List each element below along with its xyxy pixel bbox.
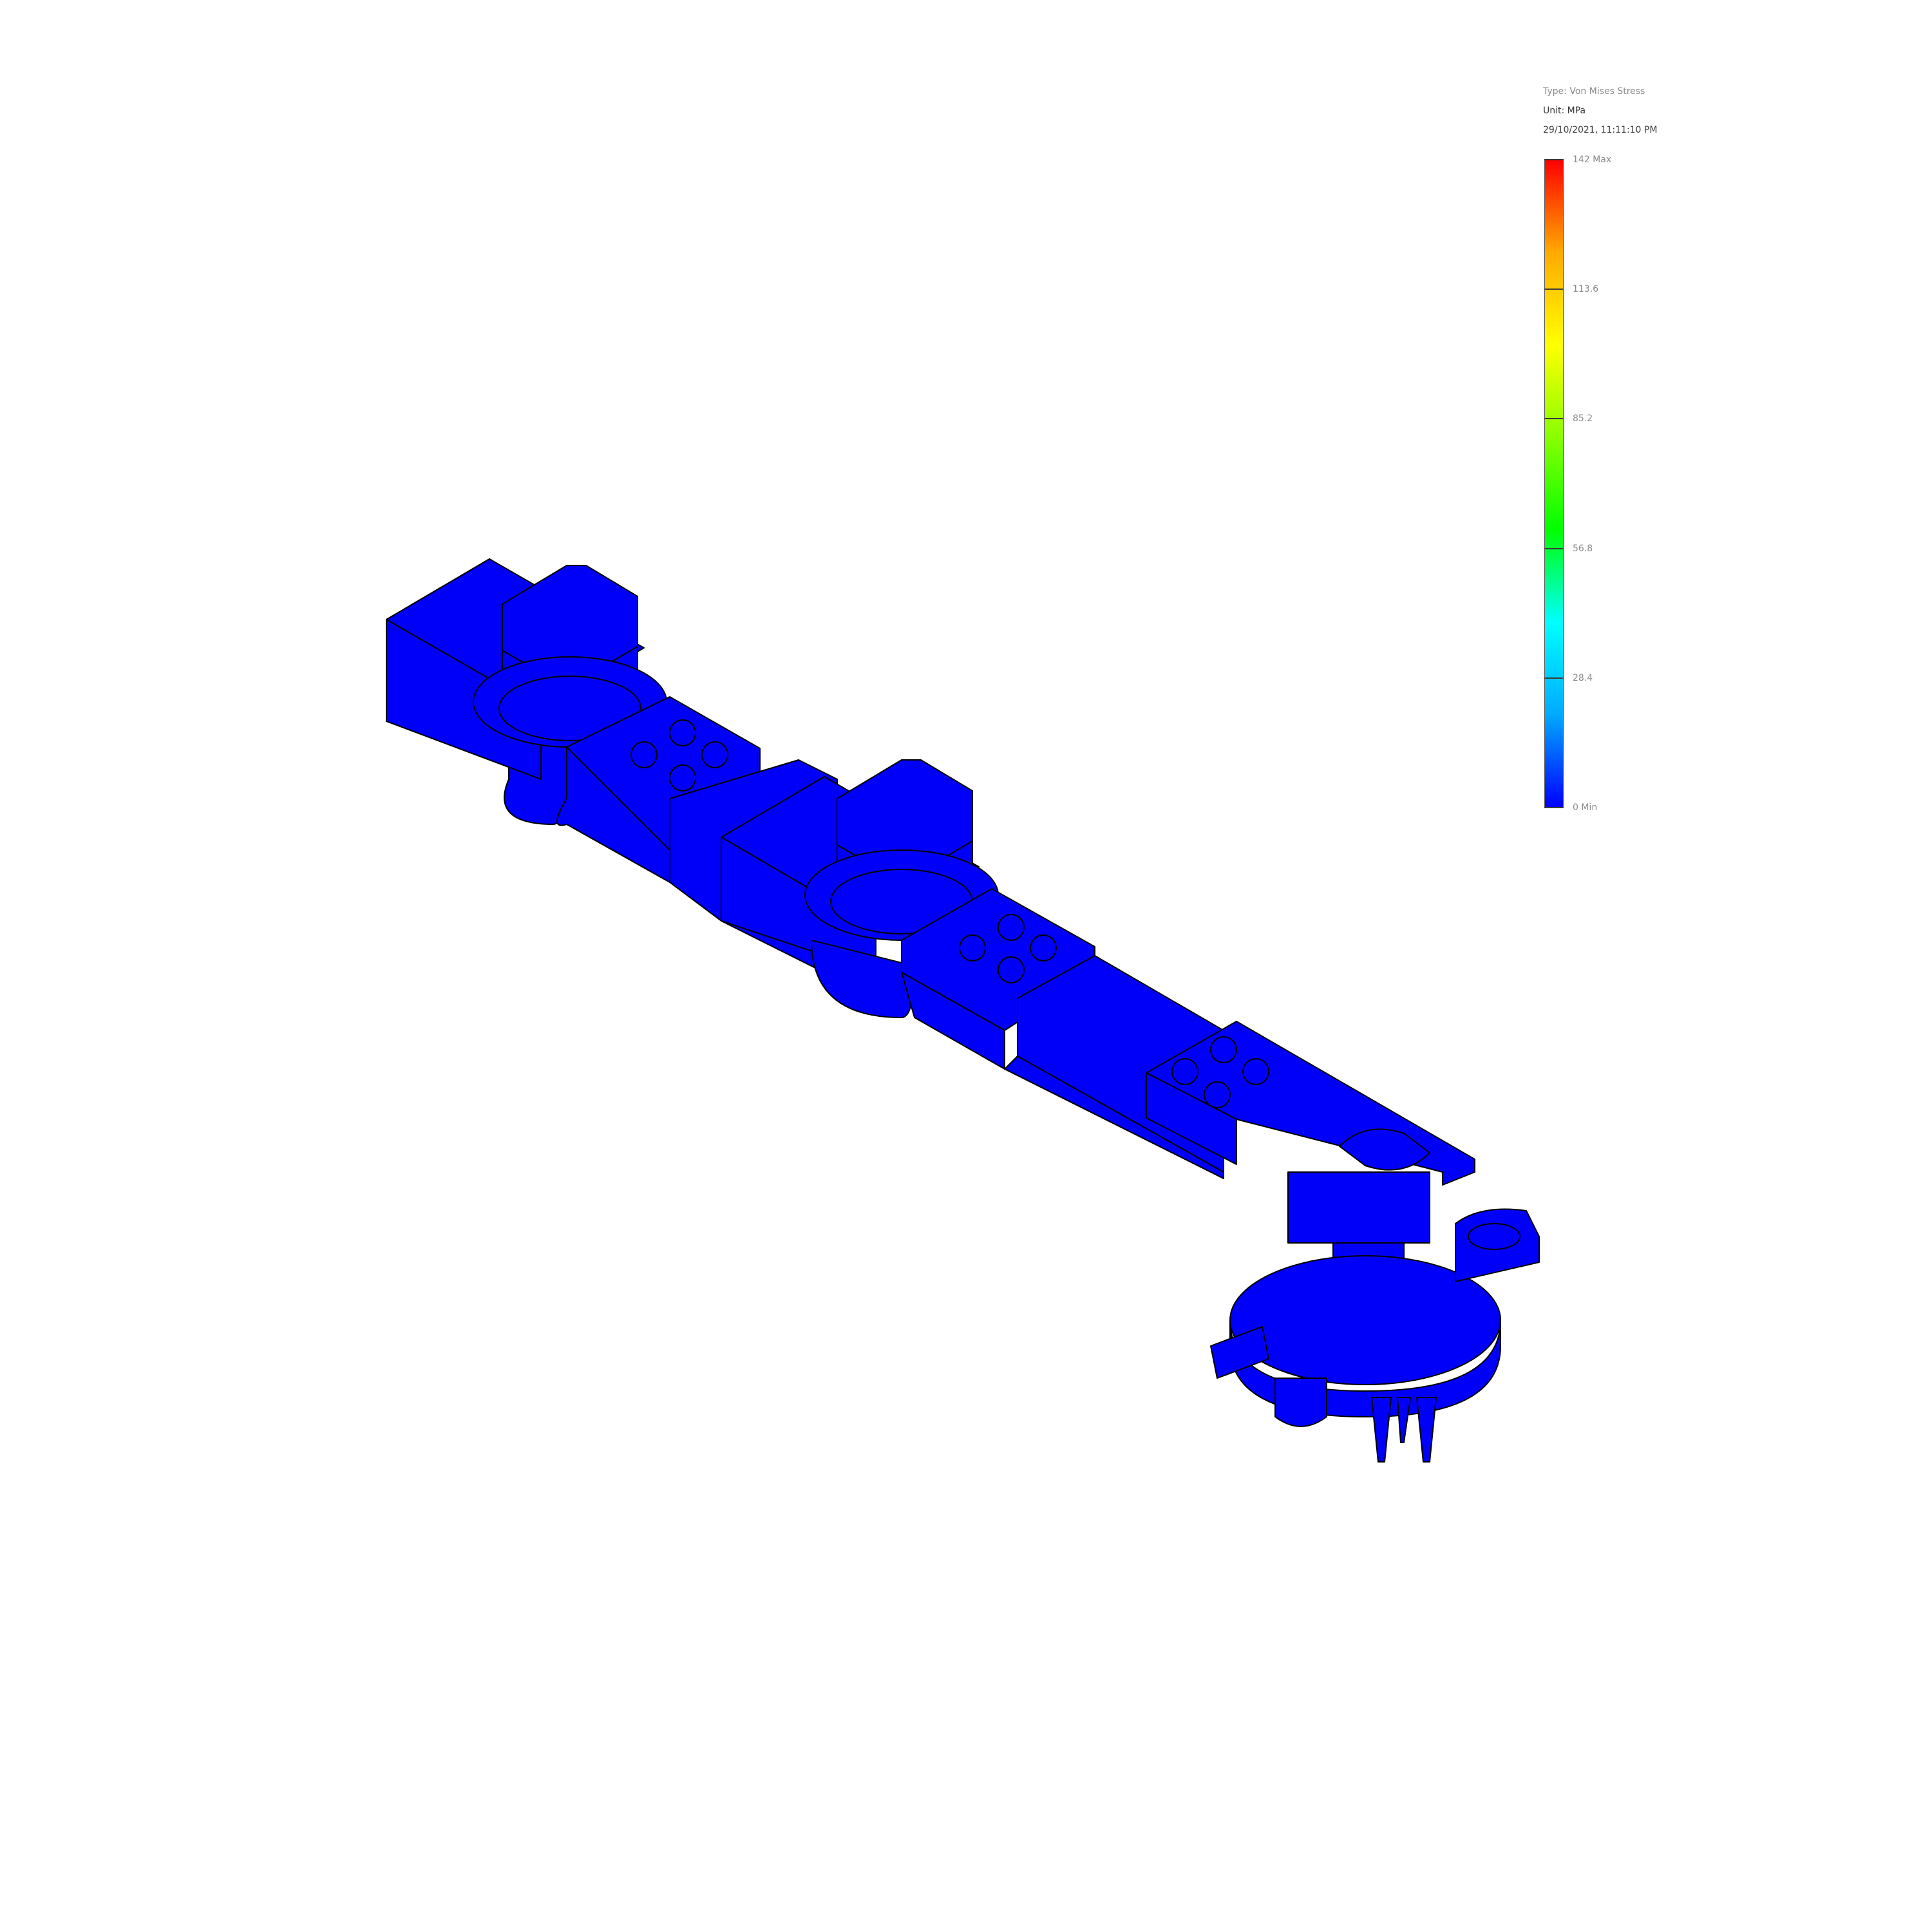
effector-leg — [1416, 1397, 1437, 1463]
colorbar-tick-line — [1544, 807, 1564, 808]
colorbar-tick-label: 0 Min — [1573, 802, 1598, 813]
plate-hole — [1242, 1058, 1269, 1085]
plate-hole — [1210, 1036, 1237, 1063]
plate-slot — [1339, 1128, 1430, 1171]
colorbar-tick-line — [1544, 418, 1564, 420]
link-2-hole — [998, 914, 1025, 941]
stress-colorbar — [1544, 160, 1564, 808]
effector-mount — [1287, 1171, 1430, 1244]
arm-link-1-end — [556, 746, 670, 883]
effector-leg — [1397, 1397, 1411, 1443]
legend-unit-label: Unit: MPa — [1543, 106, 1586, 116]
colorbar-tick-line — [1544, 289, 1564, 290]
colorbar-tick-label: 85.2 — [1573, 413, 1593, 424]
link-1-hole — [701, 741, 728, 768]
effector-side-arm — [1210, 1326, 1269, 1379]
colorbar-tick-label: 142 Max — [1573, 155, 1612, 165]
plate-hole — [1204, 1081, 1231, 1108]
colorbar-tick-line — [1544, 677, 1564, 679]
link-1-hole — [669, 764, 696, 791]
colorbar-tick-label: 28.4 — [1573, 672, 1593, 683]
extension-plate-side — [1146, 1072, 1237, 1165]
link-2-hole — [998, 956, 1025, 983]
link-2-hole — [959, 934, 986, 961]
bracket-hole — [1468, 1223, 1520, 1250]
plate-hole — [1171, 1058, 1198, 1085]
robot-arm-model — [386, 558, 1540, 1463]
link-1-hole — [630, 741, 658, 768]
effector-pin — [1274, 1378, 1327, 1427]
effector-leg — [1371, 1397, 1392, 1463]
colorbar-tick-line — [1544, 159, 1564, 160]
linear-rail-underside — [1004, 1056, 1224, 1179]
colorbar-tick-label: 113.6 — [1573, 284, 1599, 295]
legend-timestamp: 29/10/2021, 11:11:10 PM — [1543, 125, 1658, 135]
link-1-hole — [669, 719, 696, 746]
stress-legend: Type: Von Mises Stress Unit: MPa 29/10/2… — [1543, 86, 1736, 820]
colorbar-tick-label: 56.8 — [1573, 543, 1593, 554]
joint-1-ring — [498, 676, 641, 741]
colorbar-tick-line — [1544, 547, 1564, 549]
legend-type-label: Type: Von Mises Stress — [1543, 86, 1645, 97]
link-2-hole — [1030, 934, 1057, 961]
